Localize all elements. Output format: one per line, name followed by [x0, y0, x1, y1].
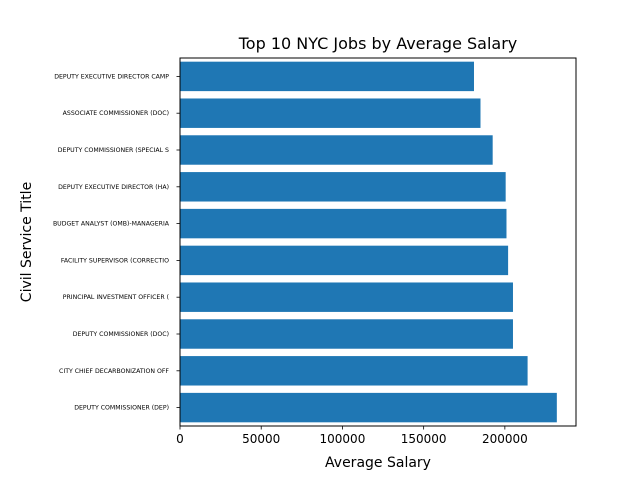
y-tick-label: FACILITY SUPERVISOR (CORRECTIO [61, 257, 169, 264]
y-tick-label: DEPUTY COMMISSIONER (SPECIAL S [58, 147, 169, 154]
bars-layer [180, 61, 557, 423]
bar [180, 356, 528, 386]
bar [180, 61, 474, 92]
bar [180, 172, 506, 202]
y-tick-label: BUDGET ANALYST (OMB)-MANAGERIA [53, 221, 170, 228]
x-tick-label: 150000 [401, 432, 447, 446]
x-tick-label: 200000 [482, 432, 528, 446]
y-tick-label: DEPUTY COMMISSIONER (DOC) [73, 331, 169, 338]
bar [180, 245, 509, 276]
y-tick-label: DEPUTY EXECUTIVE DIRECTOR CAMP [54, 73, 169, 80]
bar [180, 282, 513, 312]
y-tick-label: CITY CHIEF DECARBONIZATION OFF [59, 368, 169, 375]
chart-title: Top 10 NYC Jobs by Average Salary [238, 34, 518, 53]
bar [180, 98, 481, 128]
y-tick-label: DEPUTY COMMISSIONER (DEP) [74, 405, 169, 412]
bar [180, 392, 557, 423]
y-tick-label: PRINCIPAL INVESTMENT OFFICER ( [63, 294, 169, 301]
x-tick-label: 50000 [242, 432, 280, 446]
x-ticks-layer: 0 50000 100000 150000 200000 [176, 426, 528, 446]
bar [180, 208, 507, 239]
y-axis-label: Civil Service Title [19, 182, 35, 302]
y-tick-label: DEPUTY EXECUTIVE DIRECTOR (HA) [58, 184, 169, 191]
y-ticks-layer: DEPUTY COMMISSIONER (DEP) CITY CHIEF DECA… [53, 73, 180, 412]
x-axis-label: Average Salary [325, 455, 431, 471]
bar [180, 319, 513, 349]
plot-frame [179, 57, 577, 427]
bar [180, 135, 493, 165]
y-tick-label: ASSOCIATE COMMISSIONER (DOC) [63, 110, 169, 117]
x-tick-label: 0 [176, 432, 184, 446]
x-tick-label: 100000 [320, 432, 366, 446]
